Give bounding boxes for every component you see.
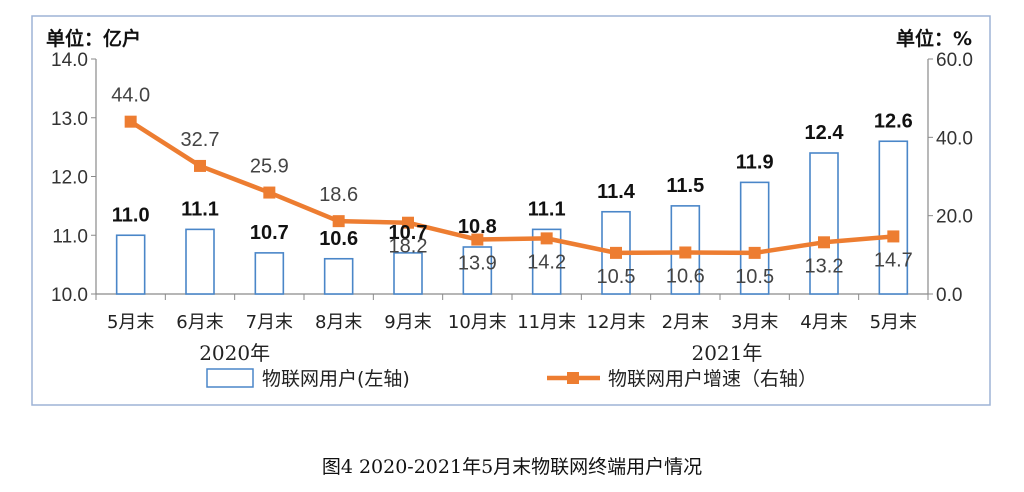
x-tick-label: 6月末	[176, 312, 223, 333]
growth-value-label: 10.6	[666, 265, 705, 287]
growth-line	[129, 119, 894, 256]
bar	[739, 181, 770, 295]
x-tick-label: 7月末	[246, 312, 293, 333]
x-tick-label: 10月末	[448, 312, 507, 333]
growth-point	[748, 246, 761, 259]
growth-point	[610, 246, 622, 259]
right-tick-label: 20.0	[936, 207, 973, 228]
right-axis-unit: 单位：%	[895, 28, 972, 50]
growth-point	[471, 233, 484, 246]
growth-value-label: 10.5	[597, 266, 636, 288]
bar-value-label: 10.6	[319, 228, 358, 250]
right-tick-label: 60.0	[936, 50, 973, 71]
growth-point	[194, 159, 206, 172]
growth-point	[402, 216, 414, 229]
left-tick-label: 12.0	[51, 168, 88, 189]
bar-value-label: 11.4	[597, 181, 636, 203]
left-tick-label: 14.0	[51, 50, 88, 71]
growth-value-label: 32.7	[181, 129, 220, 151]
x-tick-label: 12月末	[587, 312, 646, 333]
bar-value-label: 11.5	[666, 175, 704, 197]
chart-frame	[31, 15, 991, 406]
growth-value-label: 13.2	[805, 255, 844, 277]
x-tick-label: 8月末	[315, 312, 362, 333]
bar	[185, 228, 215, 295]
figure-caption: 图4 2020-2021年5月末物联网终端用户情况	[321, 456, 703, 478]
bar-value-label: 10.8	[458, 216, 497, 238]
legend-line-marker	[567, 372, 579, 384]
year-label-2020: 2020年	[199, 341, 270, 365]
bar-value-label: 12.6	[874, 110, 913, 132]
bar-value-label: 10.7	[250, 222, 289, 244]
bar	[809, 152, 839, 295]
chart-canvas: 10.0 11.0 12.0 13.0 14.0 0.0 20.0 40.0 60.0 5月末 6月…	[31, 15, 991, 406]
bar	[115, 234, 146, 295]
growth-value-label: 10.5	[735, 266, 774, 288]
growth-value-label: 14.2	[527, 251, 566, 273]
x-tick-label: 2月末	[662, 312, 709, 333]
bar	[462, 246, 493, 295]
right-tick-label: 0.0	[936, 285, 962, 306]
legend-bar-label: 物联网用户(左轴)	[262, 368, 410, 390]
left-tick-label: 11.0	[52, 226, 88, 247]
growth-value-label: 14.7	[874, 249, 913, 271]
left-tick-label: 10.0	[51, 285, 88, 306]
x-tick-label: 3月末	[731, 312, 778, 333]
growth-value-label: 13.9	[458, 253, 497, 275]
growth-point	[263, 186, 276, 199]
growth-value-label: 44.0	[111, 85, 150, 107]
growth-point	[540, 232, 553, 245]
growth-point	[679, 246, 692, 259]
x-tick-label: 4月末	[800, 312, 847, 333]
growth-value-label: 18.6	[319, 184, 358, 206]
bar	[254, 252, 285, 295]
growth-point	[124, 115, 137, 128]
year-label-2021: 2021年	[691, 341, 762, 365]
left-tick-label: 13.0	[51, 109, 88, 130]
right-tick-label: 40.0	[936, 128, 973, 149]
x-tick-label: 9月末	[384, 312, 431, 333]
legend-line-label: 物联网用户增速（右轴）	[608, 368, 817, 390]
legend-bar-swatch	[206, 368, 254, 388]
growth-value-label: 25.9	[250, 156, 289, 178]
growth-value-label: 18.2	[389, 236, 428, 258]
growth-point	[818, 236, 830, 249]
growth-point	[332, 215, 345, 228]
x-tick-label: 11月末	[517, 312, 576, 333]
bar-value-label: 11.1	[528, 198, 566, 220]
bar	[393, 252, 423, 295]
bar-value-label: 11.9	[736, 151, 774, 173]
bar	[878, 140, 909, 295]
bar-value-label: 10.7	[389, 222, 428, 244]
x-tick-label: 5月末	[107, 312, 154, 333]
left-axis-unit: 单位：亿户	[46, 28, 142, 50]
growth-point	[887, 230, 900, 243]
x-tick-label: 5月末	[870, 312, 917, 333]
bar-value-label: 12.4	[805, 122, 845, 144]
bar-value-label: 11.1	[181, 198, 219, 220]
bar-value-label: 11.0	[112, 204, 150, 226]
bar	[323, 257, 354, 295]
